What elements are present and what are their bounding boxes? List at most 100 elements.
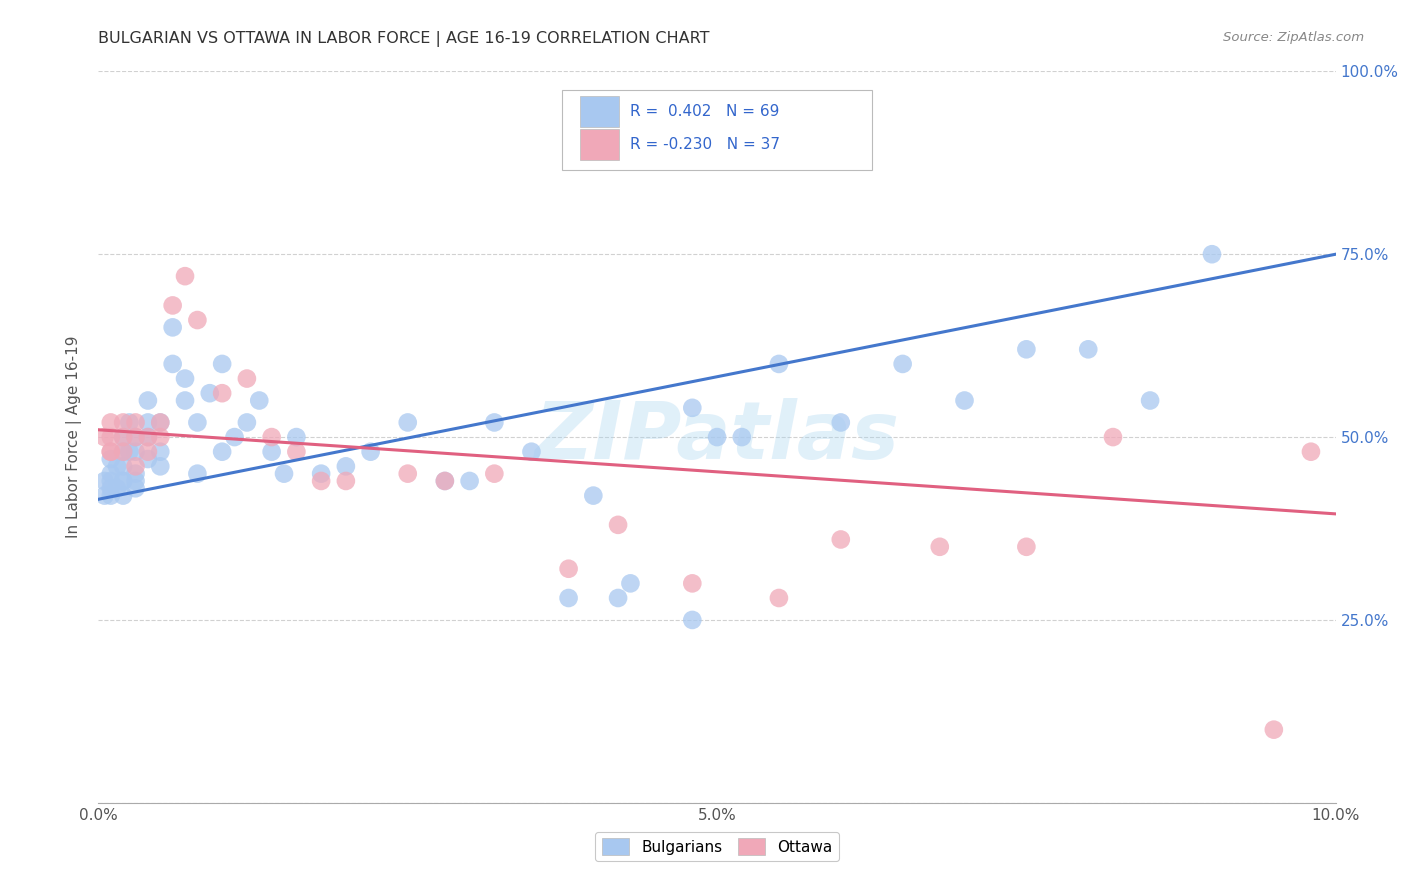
- Point: [100, 416, 122, 430]
- Point: [112, 459, 135, 474]
- Point: [236, 416, 259, 430]
- Point: [285, 444, 308, 458]
- Point: [1102, 430, 1125, 444]
- Point: [136, 452, 159, 467]
- Point: [118, 444, 141, 458]
- Point: [100, 444, 122, 458]
- Text: R =  0.402   N = 69: R = 0.402 N = 69: [630, 104, 780, 120]
- Point: [1201, 247, 1223, 261]
- Point: [112, 444, 135, 458]
- Point: [706, 430, 728, 444]
- Point: [186, 416, 208, 430]
- Point: [557, 591, 579, 605]
- Point: [174, 371, 197, 385]
- Point: [136, 416, 159, 430]
- Point: [236, 371, 259, 385]
- Text: BULGARIAN VS OTTAWA IN LABOR FORCE | AGE 16-19 CORRELATION CHART: BULGARIAN VS OTTAWA IN LABOR FORCE | AGE…: [98, 31, 710, 47]
- Point: [112, 474, 135, 488]
- Point: [247, 393, 270, 408]
- Point: [211, 357, 233, 371]
- Point: [100, 452, 122, 467]
- Point: [335, 459, 357, 474]
- Point: [681, 613, 703, 627]
- Point: [928, 540, 950, 554]
- Point: [830, 416, 852, 430]
- Point: [681, 576, 703, 591]
- Point: [100, 444, 122, 458]
- Point: [360, 444, 382, 458]
- Point: [100, 489, 122, 503]
- Point: [731, 137, 754, 152]
- Point: [520, 444, 543, 458]
- Point: [149, 416, 172, 430]
- Point: [891, 357, 914, 371]
- FancyBboxPatch shape: [579, 96, 619, 127]
- Point: [124, 481, 146, 495]
- Point: [112, 474, 135, 488]
- Point: [1263, 723, 1285, 737]
- Point: [619, 576, 641, 591]
- Point: [211, 444, 233, 458]
- Point: [149, 459, 172, 474]
- Point: [124, 459, 146, 474]
- Point: [112, 444, 135, 458]
- Point: [607, 591, 630, 605]
- Text: ZIPatlas: ZIPatlas: [534, 398, 900, 476]
- Point: [186, 313, 208, 327]
- Point: [112, 430, 135, 444]
- Point: [1077, 343, 1099, 357]
- Point: [149, 416, 172, 430]
- Point: [124, 430, 146, 444]
- Point: [124, 474, 146, 488]
- Point: [260, 444, 283, 458]
- Point: [484, 416, 506, 430]
- Point: [731, 430, 754, 444]
- Point: [582, 489, 605, 503]
- Point: [93, 489, 115, 503]
- Point: [396, 416, 419, 430]
- Point: [285, 430, 308, 444]
- Point: [309, 474, 332, 488]
- Legend: Bulgarians, Ottawa: Bulgarians, Ottawa: [595, 832, 839, 861]
- Point: [335, 474, 357, 488]
- Point: [1299, 444, 1322, 458]
- Point: [198, 386, 221, 401]
- Point: [105, 459, 128, 474]
- Point: [174, 393, 197, 408]
- Y-axis label: In Labor Force | Age 16-19: In Labor Force | Age 16-19: [66, 335, 83, 539]
- Point: [768, 357, 790, 371]
- Point: [224, 430, 246, 444]
- Point: [557, 562, 579, 576]
- FancyBboxPatch shape: [579, 129, 619, 160]
- Point: [953, 393, 976, 408]
- Point: [607, 517, 630, 532]
- Point: [112, 489, 135, 503]
- Point: [124, 467, 146, 481]
- Point: [211, 386, 233, 401]
- Point: [105, 481, 128, 495]
- Point: [186, 467, 208, 481]
- Point: [112, 430, 135, 444]
- Point: [768, 591, 790, 605]
- Point: [1015, 540, 1038, 554]
- FancyBboxPatch shape: [562, 90, 872, 170]
- Text: R = -0.230   N = 37: R = -0.230 N = 37: [630, 137, 780, 152]
- Point: [260, 430, 283, 444]
- Point: [124, 430, 146, 444]
- Text: Source: ZipAtlas.com: Source: ZipAtlas.com: [1223, 31, 1364, 45]
- Point: [136, 393, 159, 408]
- Point: [93, 430, 115, 444]
- Point: [396, 467, 419, 481]
- Point: [484, 467, 506, 481]
- Point: [309, 467, 332, 481]
- Point: [149, 430, 172, 444]
- Point: [118, 416, 141, 430]
- Point: [136, 444, 159, 458]
- Point: [112, 416, 135, 430]
- Point: [681, 401, 703, 415]
- Point: [830, 533, 852, 547]
- Point: [458, 474, 481, 488]
- Point: [100, 474, 122, 488]
- Point: [93, 474, 115, 488]
- Point: [162, 357, 184, 371]
